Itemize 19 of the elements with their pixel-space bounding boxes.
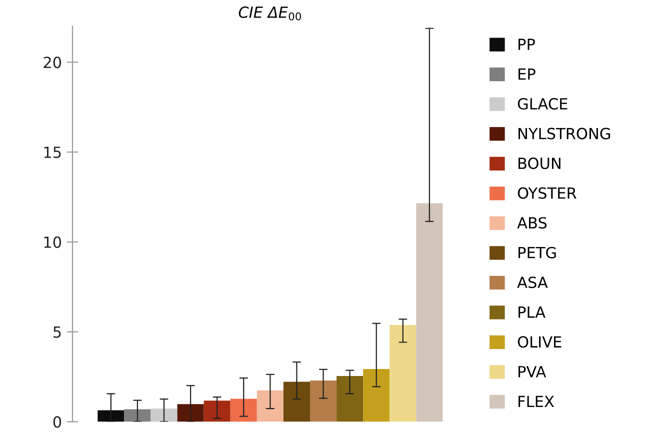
chart-title: CIE ΔE$_{00}$ (238, 6, 302, 20)
legend-label: FLEX (518, 396, 554, 407)
legend-label: EP (518, 68, 536, 80)
legend-label: OYSTER (518, 187, 576, 199)
legend-label: PVA (518, 366, 546, 378)
legend-label: ABS (517, 217, 547, 229)
legend-label: ASA (517, 276, 548, 288)
y-tick-label: 0 (53, 416, 62, 428)
legend-label: PLA (518, 306, 546, 318)
y-tick-label: 20 (44, 56, 62, 68)
legend-label: NYLSTRONG (518, 128, 610, 140)
y-tick-label: 15 (44, 146, 61, 158)
legend-label: GLACE (518, 98, 568, 110)
legend-label: PP (518, 38, 535, 50)
y-tick-label: 10 (44, 236, 62, 248)
legend-label: OLIVE (518, 336, 562, 348)
y-tick-label: 5 (54, 326, 61, 338)
legend-label: PETG (518, 246, 556, 258)
legend-label: BOUN (518, 158, 560, 170)
